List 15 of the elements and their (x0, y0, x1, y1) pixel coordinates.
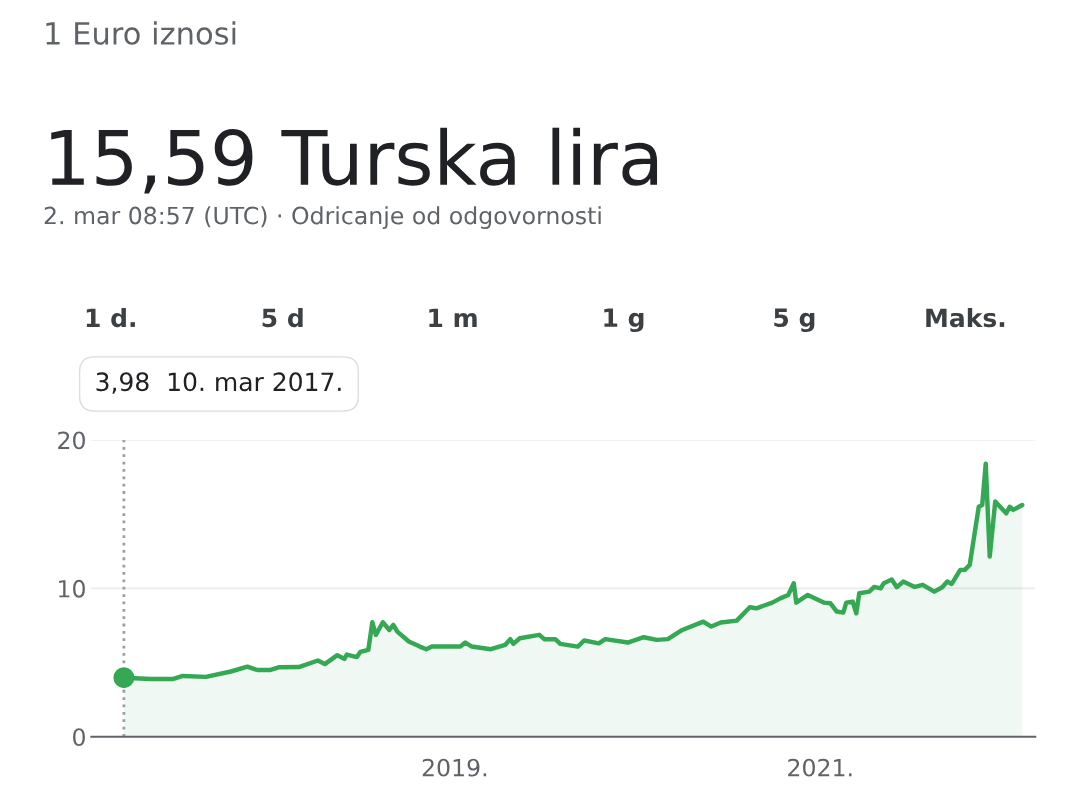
text: 1 d. (86, 307, 135, 328)
x-tick-label: 2021. (788, 758, 852, 777)
text: 3,98 10. mar 2017. (96, 372, 341, 394)
chart-subtitle: 2. mar 08:57 (UTC) · Odricanje od odgovornosti (44, 206, 601, 230)
text: 1 g (604, 308, 644, 333)
x-tick-label: 2019. (422, 758, 487, 777)
text: Maks. (926, 307, 1005, 328)
y-tick-label: 20 (58, 431, 85, 450)
y-tick-label: 10 (59, 579, 85, 598)
chart-title: 15,59 Turska lira (51, 127, 658, 194)
text: 5 d (262, 307, 303, 328)
text: 5 g (774, 308, 815, 333)
y-tick-label: 0 (73, 728, 85, 747)
text: 1 m (429, 308, 477, 327)
text: 1 Euro iznosi (46, 21, 236, 45)
